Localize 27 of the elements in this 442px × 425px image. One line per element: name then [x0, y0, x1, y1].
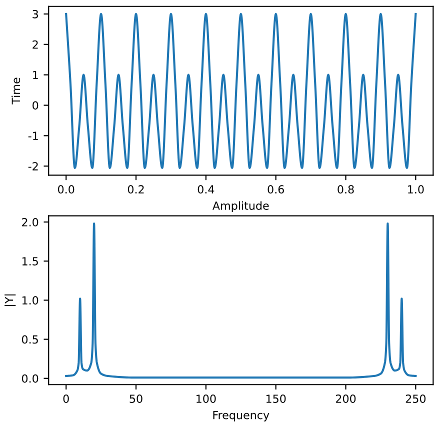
x-tick-label: 0.6	[268, 185, 284, 194]
y-tick-label: 0.5	[22, 335, 38, 344]
x-axis-title: Frequency	[213, 411, 270, 422]
y-tick-label: 1.0	[22, 296, 38, 305]
y-tick-label: 2.0	[22, 218, 38, 226]
y-tick-label: 0.0	[22, 374, 38, 383]
y-tick-label: 0	[32, 101, 38, 110]
y-tick-label: -1	[28, 132, 38, 140]
x-tick-label: 0.2	[128, 185, 144, 194]
x-tick-label: 250	[406, 394, 426, 403]
y-axis-title: |Y|	[4, 294, 16, 306]
x-tick-label: 100	[196, 394, 216, 403]
x-tick-label: 0.0	[58, 185, 74, 194]
x-tick-label: 200	[336, 394, 356, 403]
x-tick-label: 50	[130, 394, 142, 403]
y-tick-label: 2	[32, 40, 38, 49]
x-tick-label: 0	[63, 394, 69, 403]
y-tick-label: -2	[28, 162, 38, 170]
x-tick-label: 0.4	[198, 185, 214, 194]
y-tick-label: 1	[33, 70, 38, 80]
y-tick-label: 3	[32, 10, 38, 18]
x-tick-label: 150	[266, 394, 286, 403]
y-axis-title: Time	[12, 78, 20, 104]
x-axis-title: Amplitude	[212, 201, 269, 212]
y-tick-label: 1.5	[22, 257, 38, 266]
x-tick-label: 1.0	[408, 185, 424, 194]
x-tick-label: 0.8	[338, 185, 354, 194]
